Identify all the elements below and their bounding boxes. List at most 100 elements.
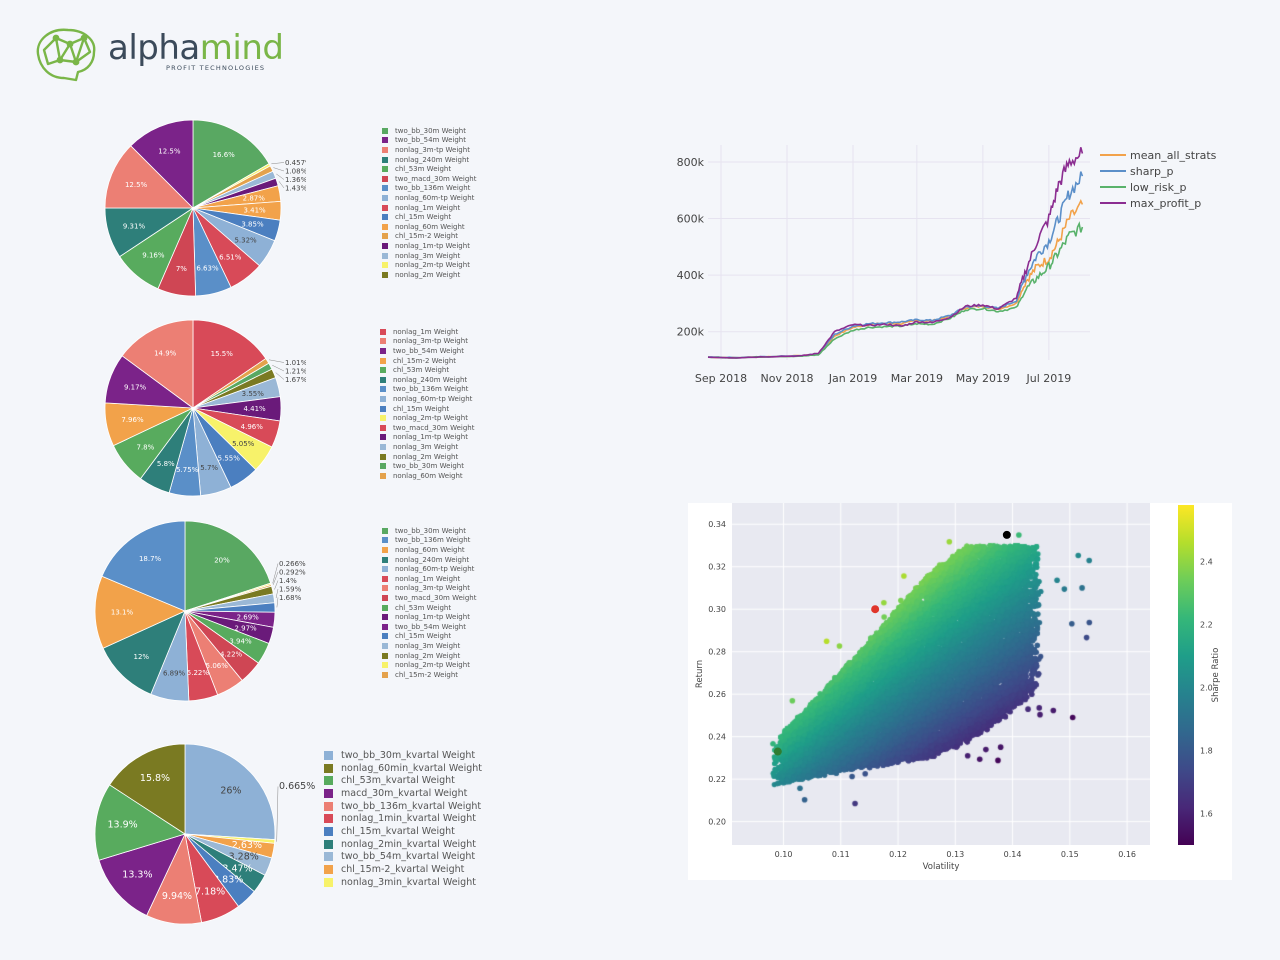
legend-entry[interactable]: chl_15m-2_kvartal Weight: [324, 863, 482, 876]
legend-entry[interactable]: nonlag_3m-tp Weight: [382, 584, 477, 594]
legend-entry[interactable]: two_macd_30m Weight: [380, 423, 475, 433]
legend-label: nonlag_1m Weight: [393, 327, 459, 336]
pie-slice-label: 3.55%: [242, 390, 265, 398]
legend-entry[interactable]: nonlag_240m Weight: [380, 375, 475, 385]
legend-entry[interactable]: chl_15m_kvartal Weight: [324, 825, 482, 838]
legend-entry[interactable]: two_macd_30m Weight: [382, 593, 477, 603]
legend-swatch: [382, 537, 388, 544]
pie-slice-label: 14.9%: [154, 350, 177, 358]
legend-entry[interactable]: two_bb_30m Weight: [382, 526, 477, 536]
series-line-max_profit_p: [707, 147, 1084, 359]
legend-entry[interactable]: chl_53m Weight: [382, 164, 477, 174]
legend-entry[interactable]: macd_30m_kvartal Weight: [324, 787, 482, 800]
y-tick-label: 400k: [677, 269, 705, 282]
legend-swatch: [380, 415, 386, 422]
legend-entry[interactable]: chl_53m_kvartal Weight: [324, 774, 482, 787]
legend-label: chl_15m_kvartal Weight: [341, 825, 455, 837]
legend-swatch: [380, 405, 386, 412]
legend-entry[interactable]: two_bb_136m_kvartal Weight: [324, 800, 482, 813]
x-tick-label: Jul 2019: [1025, 372, 1071, 385]
legend-swatch: [382, 604, 388, 611]
legend-entry[interactable]: nonlag_2m Weight: [382, 270, 477, 280]
legend-series-label[interactable]: max_profit_p: [1130, 197, 1201, 210]
legend-series-label[interactable]: low_risk_p: [1130, 181, 1186, 194]
legend-entry[interactable]: nonlag_1m Weight: [380, 327, 475, 337]
legend-label: chl_15m-2 Weight: [395, 670, 459, 679]
legend-entry[interactable]: nonlag_1m-tp Weight: [382, 612, 477, 622]
legend-entry[interactable]: nonlag_3m Weight: [382, 251, 477, 261]
legend-entry[interactable]: nonlag_3m-tp Weight: [380, 337, 475, 347]
legend-entry[interactable]: chl_15m Weight: [380, 404, 475, 414]
legend-entry[interactable]: nonlag_3m Weight: [382, 641, 477, 651]
series-line-mean_all_strats: [708, 198, 1084, 359]
legend-label: nonlag_1min_kvartal Weight: [341, 813, 476, 825]
pie-slice-label: 5.75%: [176, 466, 199, 474]
pie-slice: [94, 575, 186, 649]
legend-series-label[interactable]: mean_all_strats: [1130, 149, 1217, 162]
pie-slice-label: 6.89%: [163, 670, 186, 678]
legend-entry[interactable]: two_macd_30m Weight: [382, 174, 477, 184]
legend-entry[interactable]: two_bb_54m Weight: [382, 622, 477, 632]
legend-series-label[interactable]: sharp_p: [1130, 165, 1173, 178]
legend-label: nonlag_60m-tp Weight: [395, 193, 475, 202]
legend-entry[interactable]: chl_15m Weight: [382, 212, 477, 222]
legend-entry[interactable]: nonlag_60m Weight: [382, 222, 477, 232]
pie-chart-4: 26% 0.665% 2.63%3.28%3.47%3.83%7.18%9.94% 1…: [94, 743, 315, 925]
legend-swatch: [382, 214, 388, 221]
legend-entry[interactable]: nonlag_60m Weight: [380, 471, 475, 481]
legend-entry[interactable]: two_bb_136m Weight: [380, 385, 475, 395]
legend-entry[interactable]: nonlag_2m Weight: [380, 452, 475, 462]
pie-slice-label: 13.1%: [111, 609, 134, 617]
logo-word-mind: mind: [199, 28, 284, 68]
legend-entry[interactable]: two_bb_54m_kvartal Weight: [324, 851, 482, 864]
legend-entry[interactable]: nonlag_2min_kvartal Weight: [324, 838, 482, 851]
legend-entry[interactable]: two_bb_30m Weight: [382, 126, 477, 136]
legend-entry[interactable]: nonlag_3min_kvartal Weight: [324, 876, 482, 889]
legend-label: two_bb_136m Weight: [393, 385, 469, 394]
x-tick-label: 0.13: [946, 850, 964, 859]
legend-label: two_bb_30m Weight: [395, 126, 466, 135]
legend-entry[interactable]: chl_15m-2 Weight: [382, 670, 477, 680]
legend-entry[interactable]: nonlag_2m-tp Weight: [382, 260, 477, 270]
legend-entry[interactable]: two_bb_54m Weight: [382, 136, 477, 146]
legend-entry[interactable]: nonlag_1m-tp Weight: [382, 241, 477, 251]
legend-entry[interactable]: chl_15m Weight: [382, 632, 477, 642]
pie-slice-label: 1.67%: [285, 376, 306, 384]
legend-entry[interactable]: two_bb_136m Weight: [382, 184, 477, 194]
legend-entry[interactable]: chl_53m Weight: [380, 365, 475, 375]
legend-entry[interactable]: nonlag_60m-tp Weight: [382, 564, 477, 574]
legend-label: chl_53m Weight: [395, 603, 452, 612]
legend-entry[interactable]: nonlag_1m-tp Weight: [380, 433, 475, 443]
x-tick-label: 0.14: [1004, 850, 1022, 859]
legend-swatch: [382, 566, 388, 573]
legend-swatch: [380, 357, 386, 364]
efficient-frontier-scatter: 0.10 0.11 0.12 0.13 0.14 0.15 0.16 0.20 0.22 0.24…: [695, 505, 1221, 872]
legend-entry[interactable]: nonlag_1m Weight: [382, 203, 477, 213]
legend-entry[interactable]: two_bb_30m_kvartal Weight: [324, 749, 482, 762]
legend-swatch: [382, 652, 388, 659]
legend-swatch: [382, 546, 388, 553]
legend-label: two_macd_30m Weight: [393, 423, 475, 432]
legend-entry[interactable]: nonlag_240m Weight: [382, 155, 477, 165]
legend-entry[interactable]: nonlag_60m-tp Weight: [382, 193, 477, 203]
legend-entry[interactable]: nonlag_3m Weight: [380, 442, 475, 452]
legend-entry[interactable]: nonlag_2m-tp Weight: [380, 413, 475, 423]
legend-entry[interactable]: nonlag_1m Weight: [382, 574, 477, 584]
legend-entry[interactable]: two_bb_30m Weight: [380, 461, 475, 471]
legend-entry[interactable]: nonlag_60min_kvartal Weight: [324, 762, 482, 775]
legend-entry[interactable]: chl_15m-2 Weight: [382, 232, 477, 242]
legend-label: nonlag_2m-tp Weight: [395, 261, 470, 270]
legend-entry[interactable]: nonlag_240m Weight: [382, 555, 477, 565]
legend-entry[interactable]: chl_15m-2 Weight: [380, 356, 475, 366]
legend-entry[interactable]: two_bb_54m Weight: [380, 346, 475, 356]
legend-entry[interactable]: nonlag_60m-tp Weight: [380, 394, 475, 404]
legend-entry[interactable]: chl_53m Weight: [382, 603, 477, 613]
legend-entry[interactable]: two_bb_136m Weight: [382, 536, 477, 546]
pie-slice-label: 5.06%: [206, 662, 229, 670]
legend-entry[interactable]: nonlag_60m Weight: [382, 545, 477, 555]
legend-entry[interactable]: nonlag_1min_kvartal Weight: [324, 812, 482, 825]
legend-entry[interactable]: nonlag_2m Weight: [382, 651, 477, 661]
legend-entry[interactable]: nonlag_3m-tp Weight: [382, 145, 477, 155]
legend-entry[interactable]: nonlag_2m-tp Weight: [382, 660, 477, 670]
legend-swatch: [380, 376, 386, 383]
